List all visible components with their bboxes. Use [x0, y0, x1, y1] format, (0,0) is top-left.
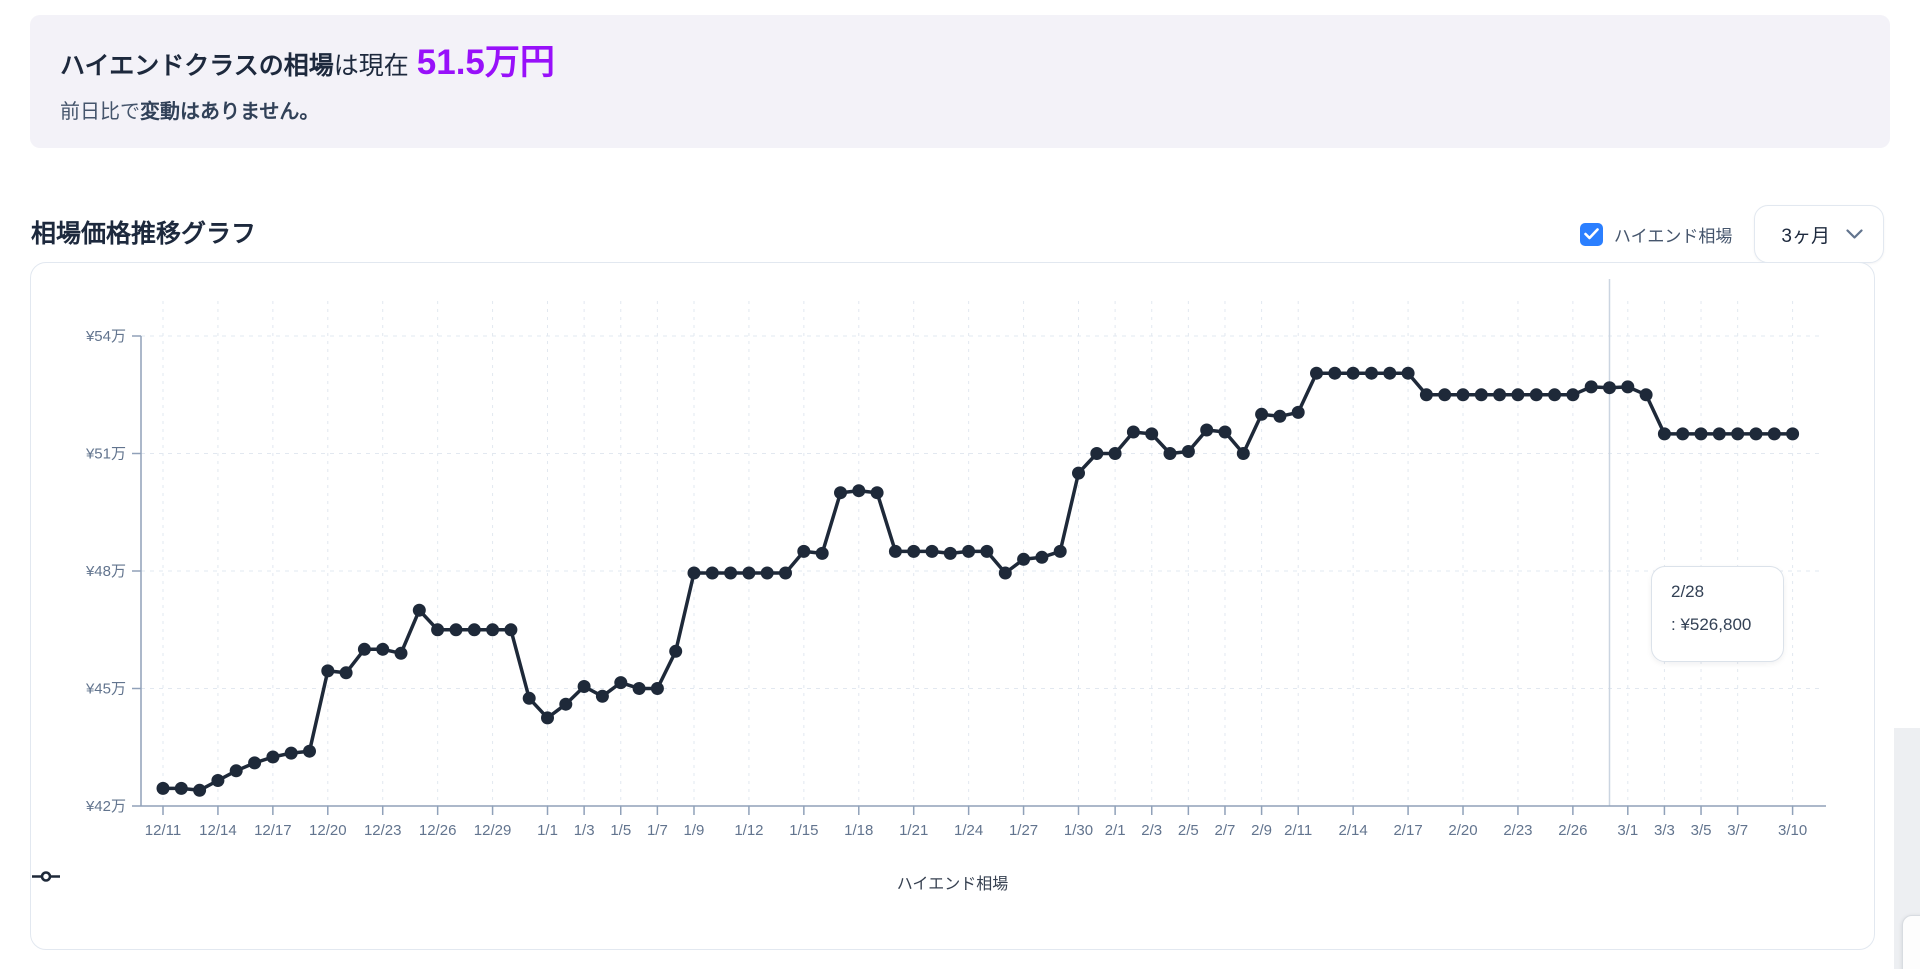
legend-line-marker-icon — [32, 871, 60, 882]
svg-text:1/9: 1/9 — [684, 822, 705, 839]
series-toggle-checkbox-group[interactable]: ハイエンド相場 — [1579, 222, 1733, 247]
svg-text:1/27: 1/27 — [1009, 822, 1038, 839]
svg-text:3/3: 3/3 — [1654, 822, 1675, 839]
svg-text:1/7: 1/7 — [647, 822, 668, 839]
svg-text:1/18: 1/18 — [844, 822, 873, 839]
svg-text:3/1: 3/1 — [1617, 822, 1638, 839]
banner-subtitle-prefix: 前日比で — [60, 100, 140, 123]
svg-text:1/3: 1/3 — [574, 822, 595, 839]
tooltip-value: : ¥526,800 — [1671, 615, 1752, 634]
svg-text:2/1: 2/1 — [1105, 822, 1126, 839]
page-title: 相場価格推移グラフ — [31, 220, 257, 248]
svg-text:1/1: 1/1 — [537, 822, 558, 839]
banner-no-change-text: 変動はありません。 — [140, 100, 320, 123]
chevron-down-icon — [1846, 228, 1863, 239]
svg-text:2/20: 2/20 — [1448, 822, 1477, 839]
svg-text:¥45万: ¥45万 — [85, 681, 126, 698]
banner-class-name: ハイエンドクラスの相場 — [60, 52, 334, 80]
price-status-banner: ハイエンドクラスの相場は現在 51.5万円 前日比で変動はありません。 — [30, 15, 1890, 148]
banner-subtitle: 前日比で変動はありません。 — [60, 95, 1860, 124]
svg-text:12/23: 12/23 — [364, 822, 402, 839]
svg-text:2/3: 2/3 — [1141, 822, 1162, 839]
svg-text:1/15: 1/15 — [789, 822, 818, 839]
floating-widget-cutoff[interactable] — [1902, 915, 1920, 969]
svg-text:1/21: 1/21 — [899, 822, 928, 839]
svg-text:2/26: 2/26 — [1558, 822, 1587, 839]
chart-card: ¥54万 ¥51万 ¥48万 ¥45万 ¥42万 12/11 12/14 12/17 12/20… — [30, 262, 1875, 950]
svg-text:2/23: 2/23 — [1503, 822, 1532, 839]
legend-item-highend[interactable]: ハイエンド相場 — [31, 870, 1874, 894]
checkbox-checked-icon[interactable] — [1579, 222, 1603, 246]
svg-text:¥54万: ¥54万 — [85, 328, 126, 345]
chart-tooltip: 2/28 : ¥526,800 — [1651, 566, 1784, 662]
svg-text:2/11: 2/11 — [1284, 822, 1312, 839]
chart-canvas[interactable]: ¥54万 ¥51万 ¥48万 ¥45万 ¥42万 12/11 12/14 12/17 12/20… — [31, 263, 1876, 951]
tooltip-date: 2/28 — [1671, 582, 1705, 601]
svg-text:¥48万: ¥48万 — [85, 563, 126, 580]
period-select-value: 3ヶ月 — [1781, 225, 1830, 247]
checkmark-icon — [1584, 228, 1599, 240]
svg-text:12/14: 12/14 — [199, 822, 237, 839]
legend-label: ハイエンド相場 — [896, 876, 1009, 893]
svg-text:3/10: 3/10 — [1778, 822, 1807, 839]
svg-text:3/7: 3/7 — [1727, 822, 1748, 839]
svg-text:1/5: 1/5 — [610, 822, 631, 839]
period-select[interactable]: 3ヶ月 — [1754, 205, 1884, 263]
svg-text:¥51万: ¥51万 — [85, 446, 126, 463]
svg-text:12/20: 12/20 — [309, 822, 347, 839]
svg-text:3/5: 3/5 — [1691, 822, 1712, 839]
svg-text:2/7: 2/7 — [1215, 822, 1236, 839]
svg-text:2/17: 2/17 — [1393, 822, 1422, 839]
chart-controls: ハイエンド相場 3ヶ月 — [1579, 205, 1884, 263]
svg-text:2/9: 2/9 — [1251, 822, 1272, 839]
svg-text:2/14: 2/14 — [1339, 822, 1368, 839]
svg-text:1/30: 1/30 — [1064, 822, 1093, 839]
svg-text:12/11: 12/11 — [145, 822, 181, 839]
svg-text:1/24: 1/24 — [954, 822, 983, 839]
banner-title-rest: は現在 — [333, 52, 409, 80]
current-price: 51.5万円 — [416, 43, 555, 82]
banner-title: ハイエンドクラスの相場は現在 51.5万円 — [60, 40, 1860, 86]
svg-text:12/17: 12/17 — [254, 822, 292, 839]
svg-text:1/12: 1/12 — [734, 822, 763, 839]
svg-text:12/29: 12/29 — [474, 822, 512, 839]
svg-text:2/5: 2/5 — [1178, 822, 1199, 839]
series-toggle-label: ハイエンド相場 — [1613, 226, 1733, 246]
svg-text:¥42万: ¥42万 — [85, 798, 126, 815]
svg-text:12/26: 12/26 — [419, 822, 457, 839]
